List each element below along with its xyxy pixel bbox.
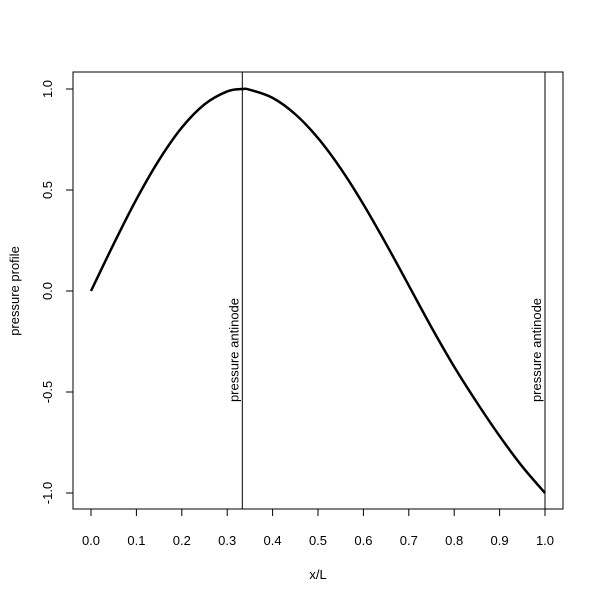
vertical-lines: pressure antinode pressure antinode (226, 72, 546, 509)
x-tick-label: 0.8 (445, 533, 463, 548)
x-tick-label: 0.2 (173, 533, 191, 548)
antinode-label: pressure antinode (529, 298, 544, 402)
x-tick-label: 0.7 (400, 533, 418, 548)
x-tick-label: 0.0 (82, 533, 100, 548)
x-tick-label: 0.3 (218, 533, 236, 548)
x-tick-label: 0.5 (309, 533, 327, 548)
y-tick-label: 0.5 (40, 181, 55, 199)
antinode-label: pressure antinode (226, 298, 241, 402)
y-tick-label: 0.0 (40, 282, 55, 300)
x-tick-label: 0.6 (354, 533, 372, 548)
pressure-curve (89, 87, 546, 494)
x-tick-label: 0.4 (264, 533, 282, 548)
y-tick-label: -1.0 (40, 482, 55, 504)
y-axis: -1.0 -0.5 0.0 0.5 1.0 (40, 80, 74, 504)
x-tick-label: 0.9 (491, 533, 509, 548)
y-tick-label: 1.0 (40, 80, 55, 98)
y-tick-label: -0.5 (40, 381, 55, 403)
x-tick-label: 0.1 (127, 533, 145, 548)
x-axis-label: x/L (309, 567, 326, 582)
x-axis: 0.0 0.1 0.2 0.3 0.4 0.5 0.6 0.7 0.8 0.9 1.0 (82, 508, 554, 548)
y-axis-label: pressure profile (7, 246, 22, 336)
x-tick-label: 1.0 (536, 533, 554, 548)
